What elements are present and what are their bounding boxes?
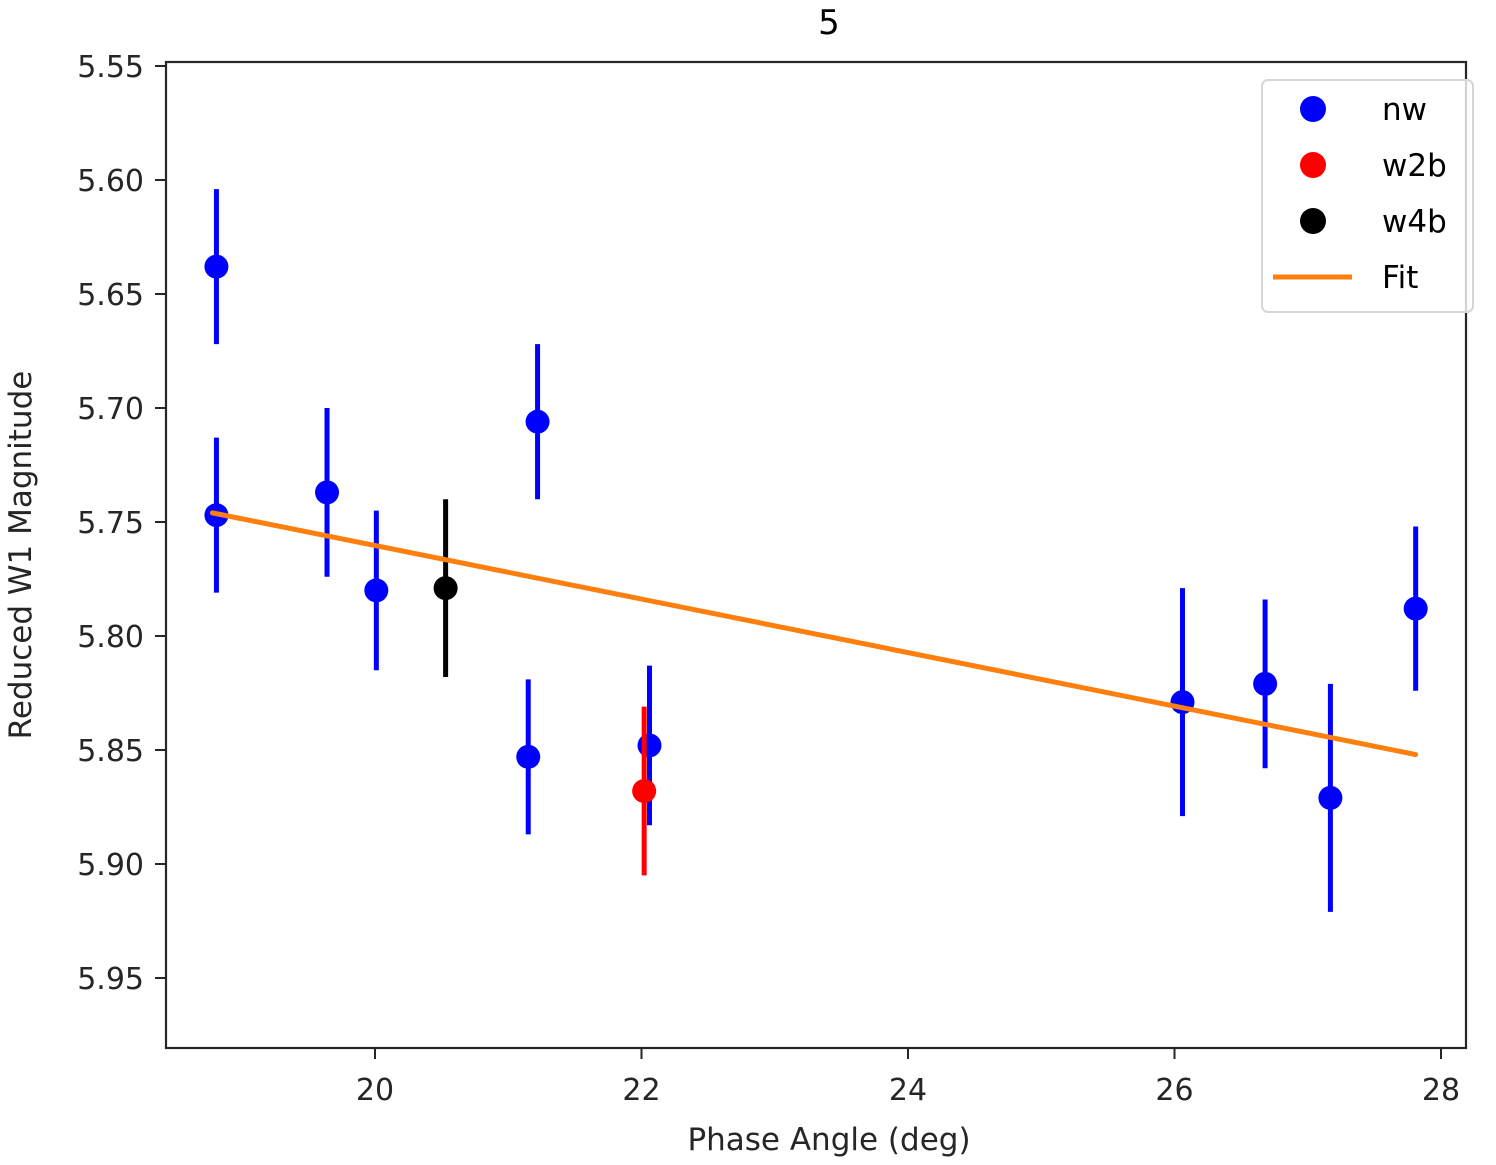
y-axis-label: Reduced W1 Magnitude [3, 371, 39, 740]
legend-label: nw [1382, 92, 1427, 128]
series-w4b [433, 499, 458, 678]
legend-box [1261, 79, 1474, 313]
y-tick-label: 5.60 [77, 164, 144, 199]
legend-marker-icon [1300, 152, 1326, 178]
data-point [1318, 785, 1343, 810]
data-point [637, 733, 662, 758]
x-axis-label: Phase Angle (deg) [687, 1122, 970, 1158]
legend-label: w4b [1382, 204, 1447, 240]
y-axis: 5.55 5.60 5.65 5.70 5.75 5.80 5.85 5.90 5.95 [77, 50, 166, 997]
legend-marker-icon [1300, 208, 1326, 234]
data-point [632, 779, 657, 804]
legend-label: Fit [1382, 260, 1418, 296]
data-point [525, 409, 550, 434]
data-point [1253, 671, 1278, 696]
y-tick-label: 5.65 [77, 278, 144, 313]
y-tick-label: 5.90 [77, 848, 144, 883]
legend-label: w2b [1382, 148, 1447, 184]
data-point [433, 576, 458, 601]
data-point [315, 480, 340, 505]
series-fit [209, 510, 1419, 758]
data-point [516, 744, 541, 769]
legend-marker-icon [1300, 96, 1326, 122]
x-tick-label: 24 [889, 1073, 927, 1108]
x-tick-label: 22 [622, 1073, 660, 1108]
y-tick-label: 5.70 [77, 392, 144, 427]
y-tick-label: 5.55 [77, 50, 144, 85]
x-tick-label: 28 [1422, 1073, 1460, 1108]
series-w2b [632, 706, 657, 876]
data-point [204, 254, 229, 279]
fit-line [209, 510, 1419, 758]
chart-title: 5 [818, 3, 840, 43]
y-tick-label: 5.85 [77, 734, 144, 769]
x-tick-label: 26 [1155, 1073, 1193, 1108]
axes-frame [164, 60, 1468, 1050]
data-point [364, 578, 389, 603]
data-point [1403, 596, 1428, 621]
y-tick-label: 5.75 [77, 506, 144, 541]
y-tick-label: 5.95 [77, 962, 144, 997]
x-tick-label: 20 [356, 1073, 394, 1108]
plot-area [204, 189, 1428, 912]
y-tick-label: 5.80 [77, 620, 144, 655]
legend: nw w2b w4b Fit [1261, 79, 1474, 313]
x-axis: 20 22 24 26 28 [356, 1048, 1460, 1108]
